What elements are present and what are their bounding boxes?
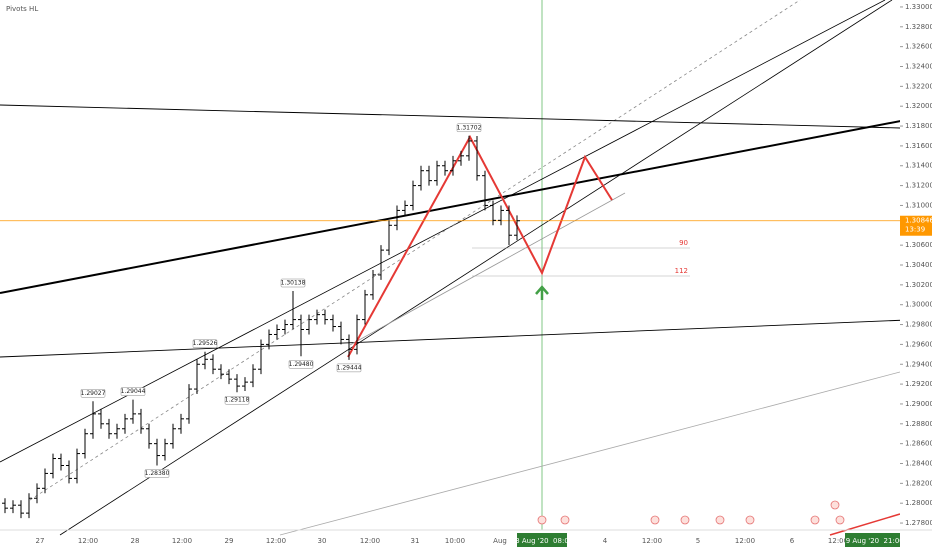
x-tick-label: 28: [131, 537, 140, 545]
y-tick-label: 1.31600: [905, 142, 932, 150]
y-tick-label: 1.32000: [905, 102, 932, 110]
cursor-label: 19 Aug '20 21:00: [841, 537, 903, 545]
x-tick-label: Aug: [493, 537, 507, 545]
price-axis: [900, 0, 932, 530]
y-tick-label: 1.31800: [905, 122, 932, 130]
trendline: [0, 104, 901, 129]
fib-label: 112: [675, 267, 688, 275]
channel-lower: [59, 0, 893, 536]
cursor-label: 03 Aug '20 08:00: [511, 537, 573, 545]
x-tick-label: 31: [411, 537, 420, 545]
pivot-label: 1.29480: [289, 361, 314, 368]
event-icon: [715, 515, 725, 525]
y-tick-label: 1.28800: [905, 420, 932, 428]
y-tick-label: 1.30600: [905, 241, 932, 249]
x-tick-label: 12:00: [828, 537, 848, 545]
y-tick-label: 1.29600: [905, 340, 932, 348]
cursor-tag: [517, 533, 567, 547]
x-tick-label: 30: [318, 537, 327, 545]
y-tick-label: 1.31200: [905, 182, 932, 190]
y-tick-label: 1.28000: [905, 499, 932, 507]
pivot-label: 1.29027: [81, 390, 106, 397]
pivot-box: [336, 363, 362, 373]
event-icon: [560, 515, 570, 525]
price-tag: [900, 215, 932, 236]
y-tick-label: 1.28200: [905, 479, 932, 487]
x-tick-label: 29: [225, 537, 234, 545]
pivot-box: [144, 469, 170, 478]
pivot-label: 1.29526: [193, 340, 218, 347]
y-tick-label: 1.32800: [905, 23, 932, 31]
pivot-label: 1.29444: [337, 364, 362, 371]
pivot-box: [192, 339, 218, 348]
y-tick-label: 1.28600: [905, 440, 932, 448]
pivot-box: [288, 360, 314, 369]
zigzag: [347, 134, 613, 358]
x-tick-label: 4: [603, 537, 608, 545]
countdown: 13:39: [905, 226, 925, 234]
x-tick-label: 6: [790, 537, 795, 545]
y-tick-label: 1.31400: [905, 162, 932, 170]
x-tick-label: 12:00: [172, 537, 192, 545]
y-tick-label: 1.30400: [905, 261, 932, 269]
cursor-tag: [845, 533, 900, 547]
event-icon: [830, 500, 840, 510]
pivot-label: 1.30138: [281, 280, 306, 287]
trendline: [0, 318, 932, 358]
chart-title: Pivots HL: [6, 5, 38, 13]
arrow: [535, 285, 549, 300]
y-tick-label: 1.29400: [905, 360, 932, 368]
price-tag-label: 1.30846: [905, 217, 932, 225]
event-icon: [745, 515, 755, 525]
red-line: [829, 513, 901, 536]
pivot-label: 1.29118: [225, 397, 250, 404]
x-tick-label: 12:00: [735, 537, 755, 545]
x-tick-label: 12:00: [642, 537, 662, 545]
drawings: [0, 0, 932, 536]
y-tick-label: 1.29000: [905, 400, 932, 408]
trendline-grey: [279, 371, 901, 536]
event-icon: [810, 515, 820, 525]
event-icon: [835, 515, 845, 525]
trendline-bold: [0, 114, 932, 294]
y-tick-label: 1.30000: [905, 301, 932, 309]
y-tick-label: 1.29800: [905, 321, 932, 329]
y-tick-label: 1.31000: [905, 201, 932, 209]
x-tick-label: 12:00: [266, 537, 286, 545]
fib-label: 90: [679, 239, 688, 247]
trendline-grey: [349, 192, 626, 346]
pivot-label: 1.29044: [121, 388, 146, 395]
event-icon: [537, 515, 547, 525]
channel-upper: [0, 0, 886, 463]
y-tick-label: 1.27800: [905, 519, 932, 527]
pivot-label: 1.31702: [457, 124, 482, 131]
x-tick-label: 5: [696, 537, 700, 545]
x-tick-label: 27: [36, 537, 45, 545]
event-icon: [680, 515, 690, 525]
y-tick-label: 1.28400: [905, 460, 932, 468]
pivot-label: 1.28380: [145, 470, 170, 477]
pivot-box: [80, 389, 106, 398]
events: [537, 500, 845, 525]
channel-mid: [29, 0, 801, 501]
y-tick-label: 1.30200: [905, 281, 932, 289]
y-tick-label: 1.33000: [905, 3, 932, 11]
y-tick-label: 1.29200: [905, 380, 932, 388]
y-tick-label: 1.32200: [905, 82, 932, 90]
event-icon: [650, 515, 660, 525]
y-tick-label: 1.32600: [905, 43, 932, 51]
pivot-box: [224, 395, 250, 405]
y-tick-label: 1.32400: [905, 62, 932, 70]
pivot-box: [280, 278, 306, 288]
x-tick-label: 12:00: [360, 537, 380, 545]
x-tick-label: 10:00: [445, 537, 465, 545]
pivot-box: [120, 387, 146, 396]
pivot-box: [456, 123, 482, 133]
x-tick-label: 12:00: [78, 537, 98, 545]
